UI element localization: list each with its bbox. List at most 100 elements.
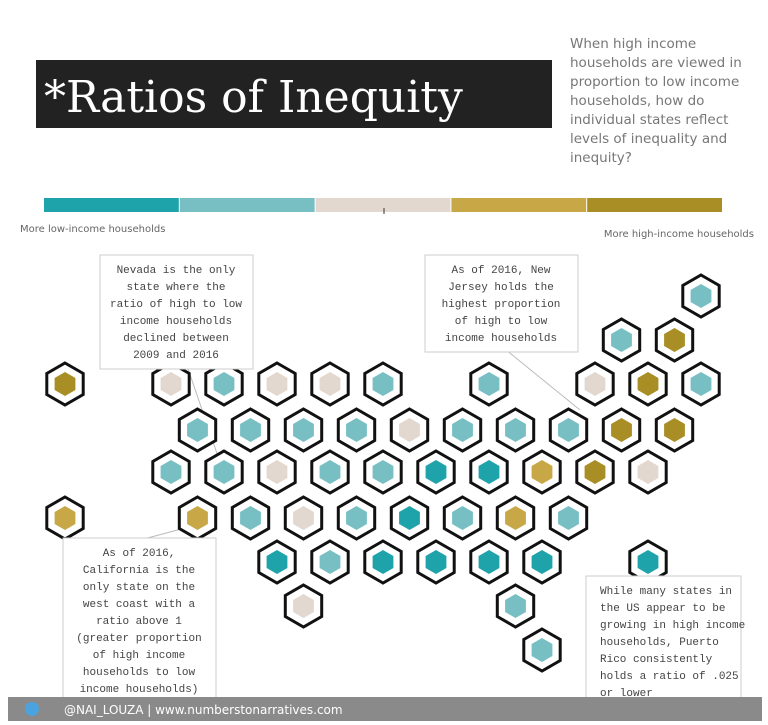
- twitter-icon: [25, 702, 39, 716]
- state-tile: [399, 418, 420, 442]
- state-tile: [637, 372, 659, 396]
- state-tile: [452, 506, 473, 530]
- state-tile: [531, 638, 553, 662]
- footer: @NAI_LOUZA | www.numberstonarratives.com: [64, 703, 343, 717]
- state-tile: [531, 460, 553, 484]
- question-line: levels of inequality and: [570, 131, 727, 147]
- question-line: proportion to low income: [570, 74, 739, 90]
- state-tile: [160, 460, 182, 484]
- footer-bar: [8, 697, 762, 721]
- state-tile: [319, 372, 341, 396]
- annotation-line: As of 2016, New: [451, 265, 550, 277]
- state-tile: [425, 460, 447, 484]
- annotation-line: ratio of high to low: [110, 299, 242, 311]
- state-tile: [505, 418, 526, 442]
- title-box: [36, 60, 552, 128]
- annotation-line: west coast with a: [83, 599, 196, 611]
- legend-low-label: More low-income households: [20, 224, 165, 235]
- state-tile: [54, 372, 76, 396]
- annotation-box: [585, 575, 742, 708]
- annotation-line: the US appear to be: [600, 603, 725, 615]
- annotation-line: income households: [445, 333, 557, 345]
- title: *Ratios of Inequity: [44, 72, 463, 123]
- annotation-line: (greater proportion: [76, 633, 201, 645]
- state-tile: [319, 550, 341, 574]
- state-tile: [505, 594, 526, 618]
- annotation-line: California is the: [83, 565, 195, 577]
- annotation-box: [62, 537, 217, 704]
- question-line: individual states reflect: [570, 112, 728, 128]
- state-tile: [293, 594, 314, 618]
- annotation-line: Rico consistently: [600, 654, 713, 666]
- legend-high-label: More high-income households: [604, 229, 754, 240]
- annotation-line: While many states in: [600, 586, 732, 598]
- legend: [44, 198, 722, 214]
- state-tile: [240, 506, 261, 530]
- state-tile: [478, 372, 500, 396]
- state-tile: [690, 372, 712, 396]
- state-tile: [372, 372, 394, 396]
- state-tile: [213, 372, 235, 396]
- legend-swatch: [44, 198, 179, 212]
- annotation-line: As of 2016,: [103, 548, 176, 560]
- annotation-line: households to low: [83, 667, 196, 679]
- state-tile: [266, 460, 288, 484]
- legend-swatch: [451, 198, 587, 212]
- state-tile: [346, 506, 367, 530]
- question-line: When high income: [570, 36, 696, 52]
- legend-swatch: [179, 198, 315, 212]
- question: When high income households are viewed in…: [570, 36, 742, 166]
- question-line: households, how do: [570, 93, 704, 109]
- state-tile: [213, 460, 235, 484]
- state-tile: [372, 550, 394, 574]
- question-line: inequity?: [570, 150, 632, 166]
- state-tile: [425, 550, 447, 574]
- state-tile: [240, 418, 261, 442]
- state-tile: [452, 418, 473, 442]
- state-tile: [611, 418, 632, 442]
- state-tile: [584, 460, 606, 484]
- state-tile: [266, 372, 288, 396]
- legend-swatch: [587, 198, 722, 212]
- annotation-line: of high to low: [455, 316, 548, 328]
- annotation-line: Jersey holds the: [448, 282, 554, 294]
- state-tile: [478, 460, 500, 484]
- state-tile: [558, 506, 579, 530]
- state-tile: [505, 506, 526, 530]
- state-tile: [664, 328, 685, 352]
- annotation-line: income households: [120, 316, 232, 328]
- state-tile: [372, 460, 394, 484]
- state-tile: [664, 418, 685, 442]
- state-tile: [611, 328, 632, 352]
- annotations: Nevada is the only state where the ratio o…: [62, 254, 745, 708]
- state-tile: [531, 550, 553, 574]
- annotation-line: households, Puerto: [600, 637, 719, 649]
- state-tile: [187, 506, 208, 530]
- annotation-line: 2009 and 2016: [133, 350, 219, 362]
- state-tile: [690, 284, 712, 308]
- state-tile: [266, 550, 288, 574]
- annotation-line: declined between: [123, 333, 229, 345]
- state-tile: [584, 372, 606, 396]
- legend-swatch: [315, 198, 451, 212]
- state-tile: [293, 506, 314, 530]
- annotation-box: [424, 254, 579, 353]
- annotation-line: Nevada is the only: [117, 265, 236, 277]
- state-tile: [346, 418, 367, 442]
- annotation-line: growing in high income: [600, 620, 745, 632]
- state-tile: [54, 506, 76, 530]
- state-tile: [160, 372, 182, 396]
- tile-map: [45, 273, 721, 673]
- question-line: households are viewed in: [570, 55, 742, 71]
- annotation-line: ratio above 1: [96, 616, 182, 628]
- state-tile: [637, 550, 659, 574]
- annotation-line: only state on the: [83, 582, 195, 594]
- state-tile: [637, 460, 659, 484]
- state-tile: [319, 460, 341, 484]
- annotation-line: income households): [80, 684, 199, 696]
- state-tile: [478, 550, 500, 574]
- annotation-line: highest proportion: [442, 299, 561, 311]
- annotation-line: holds a ratio of .025: [600, 671, 739, 683]
- state-tile: [187, 418, 208, 442]
